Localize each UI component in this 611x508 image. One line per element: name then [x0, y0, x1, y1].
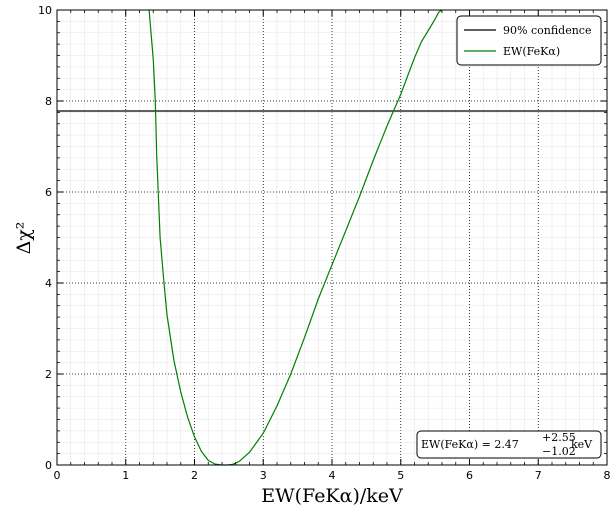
annotation-unit: keV: [571, 438, 593, 451]
y-tick-label: 4: [45, 277, 52, 290]
x-tick-label: 8: [604, 469, 611, 482]
y-tick-label: 2: [45, 368, 52, 381]
x-tick-label: 6: [466, 469, 473, 482]
ew-curve: [148, 9, 443, 466]
y-tick-label: 10: [38, 4, 52, 17]
curve-layer: [148, 9, 443, 466]
x-tick-label: 3: [260, 469, 267, 482]
x-tick-label: 0: [54, 469, 61, 482]
annotation-plus-error: +2.55: [542, 431, 576, 444]
y-axis-label: Δχ²: [13, 222, 35, 255]
x-axis-label: EW(FeKα)/keV: [261, 485, 403, 507]
ticks: 0 1 2 3 4 5 6 7 8 0 2 4 6 8 10: [38, 4, 611, 482]
y-tick-label: 0: [45, 459, 52, 472]
annotation-value: EW(FeKα) = 2.47: [421, 438, 519, 451]
x-tick-label: 2: [191, 469, 198, 482]
y-tick-label: 6: [45, 186, 52, 199]
x-tick-label: 1: [122, 469, 129, 482]
annotation: EW(FeKα) = 2.47 +2.55 −1.02 keV: [416, 430, 602, 459]
legend: 90% confidence EW(FeKα): [456, 15, 602, 66]
legend-label-confidence: 90% confidence: [503, 24, 591, 37]
y-tick-label: 8: [45, 95, 52, 108]
x-tick-label: 7: [535, 469, 542, 482]
x-tick-label: 5: [397, 469, 404, 482]
grid: [56, 9, 608, 466]
annotation-box: [416, 430, 602, 459]
x-tick-label: 4: [329, 469, 336, 482]
legend-label-ew: EW(FeKα): [503, 45, 560, 58]
annotation-minus-error: −1.02: [542, 445, 576, 458]
legend-box: [456, 15, 602, 66]
